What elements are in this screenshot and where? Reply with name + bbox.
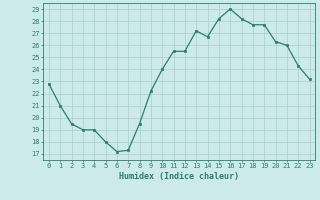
X-axis label: Humidex (Indice chaleur): Humidex (Indice chaleur) xyxy=(119,172,239,181)
